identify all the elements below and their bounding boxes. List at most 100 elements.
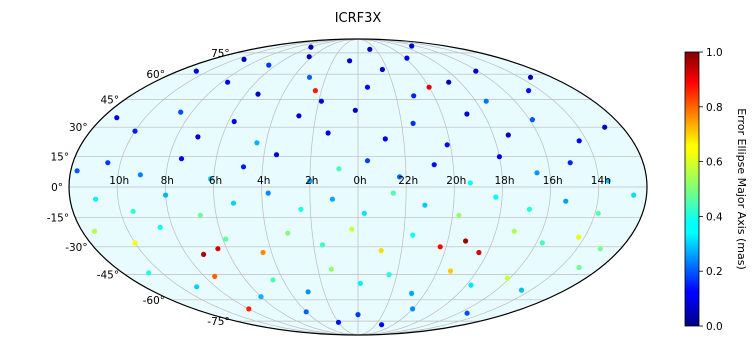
data-point	[576, 234, 582, 240]
data-point	[266, 62, 272, 68]
data-point	[74, 168, 80, 174]
data-point	[567, 160, 573, 166]
data-point	[298, 206, 304, 212]
data-point	[223, 236, 229, 242]
data-point	[631, 192, 637, 198]
colorbar-ticks: 0.0 0.2 0.4 0.6 0.8 1.0	[699, 47, 723, 333]
data-point	[511, 228, 517, 234]
data-point	[157, 224, 163, 230]
data-point	[201, 251, 207, 257]
data-point	[364, 84, 371, 90]
longitude-tick-labels: 10h 8h 6h 4h 2h 0h 22h 20h 18h 16h 14h	[109, 175, 611, 187]
data-point	[364, 158, 371, 164]
data-point	[306, 74, 313, 80]
data-point	[329, 196, 335, 202]
data-point	[132, 128, 138, 134]
longitude-tick-label: 6h	[209, 175, 222, 187]
data-point	[260, 249, 266, 256]
data-point	[352, 107, 358, 113]
data-point	[409, 43, 415, 49]
map-outline	[68, 38, 648, 336]
longitude-tick-label: 8h	[161, 175, 174, 187]
colorbar-tick-label: 0.6	[706, 157, 723, 169]
data-point	[410, 306, 416, 312]
colorbar-tick-label: 0.4	[706, 211, 723, 223]
data-point	[426, 84, 432, 90]
colorbar-label: Error Ellipse Major Axis (mas)	[735, 108, 748, 270]
data-point	[240, 164, 247, 170]
data-point	[361, 210, 367, 216]
data-point	[215, 246, 221, 252]
data-point	[597, 246, 603, 252]
longitude-tick-label: 18h	[494, 175, 514, 187]
data-point	[456, 212, 462, 218]
data-point	[241, 56, 247, 63]
latitude-tick-label: -30°	[65, 242, 87, 254]
data-point	[93, 196, 99, 202]
data-point	[347, 58, 353, 64]
data-point	[270, 277, 276, 283]
latitude-tick-label: 45°	[100, 94, 119, 106]
data-point	[357, 280, 363, 286]
data-point	[195, 134, 201, 140]
longitude-grid-line	[357, 39, 455, 335]
data-point	[539, 240, 545, 246]
data-point	[409, 290, 415, 296]
data-point	[467, 180, 473, 186]
data-point	[411, 93, 417, 99]
data-point	[212, 273, 218, 279]
data-point	[378, 248, 384, 254]
data-point	[476, 249, 482, 256]
latitude-tick-label: 75°	[211, 48, 230, 60]
data-point	[130, 208, 136, 214]
data-point	[312, 88, 318, 94]
data-point	[285, 230, 291, 236]
data-point	[255, 91, 261, 97]
data-point	[496, 154, 502, 160]
data-point	[463, 238, 469, 244]
data-point	[258, 294, 264, 300]
data-point	[518, 287, 525, 293]
data-point	[137, 172, 143, 178]
data-point	[526, 206, 533, 212]
latitude-tick-label: -15°	[47, 212, 69, 224]
data-point	[178, 109, 184, 115]
data-point	[318, 98, 324, 104]
data-point	[303, 309, 309, 315]
data-point	[504, 275, 510, 281]
data-point	[444, 142, 450, 148]
data-point	[483, 98, 489, 104]
data-point	[336, 166, 342, 172]
longitude-tick-label: 10h	[109, 175, 129, 187]
data-point	[197, 212, 203, 218]
data-point	[431, 162, 437, 168]
data-point	[595, 210, 601, 216]
colorbar-tick-label: 1.0	[706, 47, 723, 59]
data-point	[437, 244, 443, 250]
data-point	[447, 268, 454, 274]
longitude-tick-label: 0h	[353, 175, 366, 187]
longitude-tick-label: 16h	[543, 175, 563, 187]
longitude-grid-line	[213, 39, 359, 335]
data-point	[397, 174, 403, 180]
latitude-tick-label: -60°	[143, 295, 165, 307]
longitude-tick-label: 22h	[398, 175, 418, 187]
latitude-tick-label: 15°	[50, 152, 69, 164]
colorbar	[684, 51, 700, 327]
data-point	[390, 190, 396, 196]
data-point	[146, 270, 152, 276]
data-point	[178, 156, 185, 162]
data-point	[349, 226, 355, 232]
latitude-tick-label: 60°	[146, 69, 165, 81]
longitude-grid-line	[357, 39, 407, 335]
longitude-grid-line	[357, 39, 552, 335]
data-point	[526, 88, 532, 94]
data-point	[379, 66, 385, 73]
data-point	[230, 200, 237, 206]
longitude-tick-label: 4h	[257, 175, 270, 187]
data-point	[193, 68, 199, 74]
data-point	[355, 312, 361, 318]
data-point	[225, 79, 231, 85]
data-point	[379, 322, 385, 328]
